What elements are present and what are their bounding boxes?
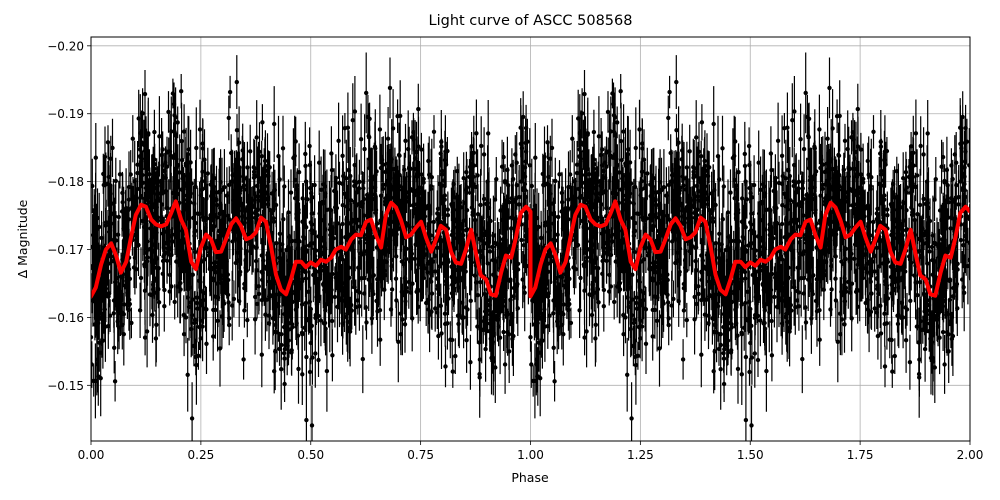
x-tick-label: 0.50: [297, 448, 324, 462]
x-axis-ticks: 0.00 0.25 0.50 0.75 1.00 1.25 1.50 1.75 2.00: [78, 441, 984, 462]
y-tick-label: −0.17: [47, 243, 84, 257]
y-tick-label: −0.15: [47, 379, 84, 393]
y-tick-label: −0.16: [47, 311, 84, 325]
y-axis-label: Δ Magnitude: [15, 199, 30, 278]
y-tick-label: −0.19: [47, 107, 84, 121]
x-tick-label: 0.25: [188, 448, 215, 462]
chart-title: Light curve of ASCC 508568: [428, 13, 633, 29]
x-tick-label: 0.00: [78, 448, 105, 462]
x-tick-label: 1.25: [627, 448, 654, 462]
x-tick-label: 1.00: [517, 448, 544, 462]
x-tick-label: 1.75: [847, 448, 874, 462]
y-axis-ticks: −0.20 −0.19 −0.18 −0.17 −0.16 −0.15: [47, 39, 91, 393]
y-tick-label: −0.18: [47, 175, 84, 189]
x-tick-label: 0.75: [407, 448, 434, 462]
x-tick-label: 2.00: [957, 448, 984, 462]
y-tick-label: −0.20: [47, 39, 84, 53]
x-axis-label: Phase: [511, 470, 549, 485]
model-curve: [91, 199, 970, 299]
x-tick-label: 1.50: [737, 448, 764, 462]
